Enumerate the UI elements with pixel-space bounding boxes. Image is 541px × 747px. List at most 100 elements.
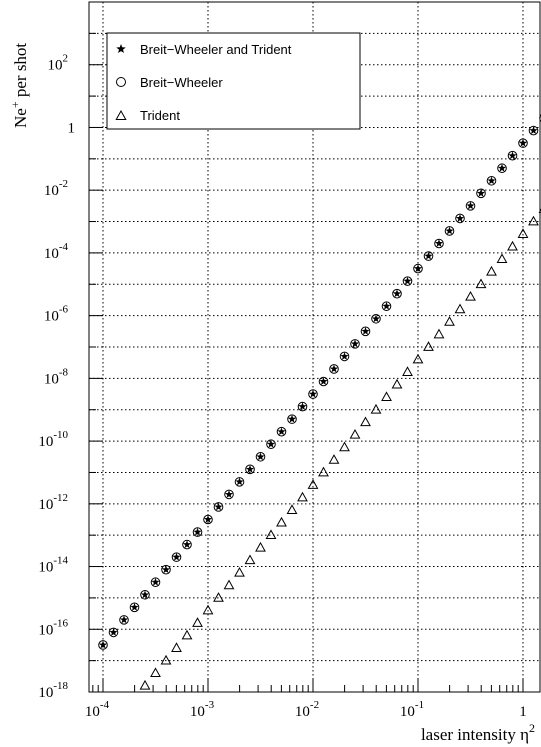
x-tick-label: 1 [519,704,527,720]
circle-marker [129,602,140,613]
legend-star-marker [116,44,126,54]
triangle-marker [370,403,382,414]
legend-star-icon [116,44,126,54]
triangle-marker [150,667,161,678]
data-markers [98,114,541,690]
triangle-marker [349,428,361,439]
star-marker [256,452,265,461]
x-tick-label: 10-3 [190,699,215,720]
star-marker [424,251,433,260]
y-tick-label: 10-6 [44,304,69,325]
circle-marker [518,138,528,148]
circle-marker [381,301,392,312]
star-marker [203,515,213,523]
star-marker [277,427,286,436]
triangle-marker [307,479,319,489]
star-marker [361,327,370,335]
triangle-marker [297,491,308,502]
star-marker [172,552,181,561]
star-marker [329,364,339,373]
triangle-marker [412,353,424,364]
triangle-marker [213,592,224,602]
star-marker [182,540,192,549]
circle-marker [224,489,234,500]
triangle-marker [276,516,287,527]
star-marker [130,603,139,611]
y-tick-label: 102 [48,53,69,74]
triangle-marker [181,629,193,640]
triangle-marker [160,654,172,665]
star-marker [119,615,129,624]
star-marker [308,389,318,398]
star-marker [109,628,118,636]
triangle-marker [328,454,340,464]
circle-marker [476,188,486,199]
y-tick-label: 10-12 [38,492,68,513]
triangle-marker [223,579,235,590]
triangle-marker [234,566,245,577]
star-marker [298,402,307,411]
legend-box [106,32,361,130]
triangle-marker [517,228,529,238]
circle-marker [171,552,182,562]
star-marker [371,314,381,323]
triangle-marker [139,679,151,690]
circle-marker [455,213,465,224]
star-marker [497,163,507,172]
triangle-marker [265,529,277,540]
circle-marker [360,326,371,337]
triangle-marker [244,554,256,565]
triangle-marker [286,504,298,514]
legend-circle-marker [116,77,126,87]
circle-marker [497,163,507,174]
triangle-marker [391,378,403,389]
legend-circle-icon [116,77,126,87]
legend-label-combined: Breit−Wheeler and Trident [140,42,292,57]
y-tick-label: 1 [68,120,76,136]
x-tick-labels: 10-4 10-3 10-2 10-1 1 [85,699,527,720]
triangle-marker [465,290,476,301]
triangle-marker [381,391,392,402]
star-marker [403,276,412,285]
circle-marker [108,627,119,638]
triangle-marker [454,303,466,314]
star-marker [151,577,160,586]
triangle-marker [339,441,350,452]
y-tick-label: 10-16 [38,617,68,638]
star-marker [340,352,349,360]
circle-marker [266,439,276,450]
triangle-marker [171,642,182,652]
triangle-marker [202,604,214,615]
y-tick-label: 10-2 [44,178,68,199]
circle-marker [150,577,161,588]
triangle-marker [528,215,539,226]
star-marker [508,151,517,160]
star-marker [193,527,202,536]
star-marker [476,189,486,197]
x-axis-title: laser intensity η2 [421,721,535,744]
triangle-marker [496,253,508,264]
star-marker [319,377,328,385]
legend-label-breit-wheeler: Breit−Wheeler [140,75,223,90]
legend-triangle-icon [115,109,127,120]
circle-marker [539,114,541,122]
x-tick-label: 10-2 [295,699,319,720]
star-marker [382,301,391,310]
star-marker [287,414,297,423]
circle-marker [287,414,297,424]
triangle-marker [318,466,329,477]
circle-marker [308,389,318,399]
star-marker [466,201,475,210]
star-marker [434,239,444,247]
triangle-marker [402,366,413,376]
star-marker [413,264,423,273]
star-marker [392,289,402,298]
y-tick-label: 10-4 [44,241,69,262]
triangle-marker [360,416,371,427]
y-tick-label: 10-8 [44,366,69,387]
star-marker [350,339,360,348]
star-marker [266,439,276,448]
y-tick-label: 10-18 [38,680,68,701]
star-marker [455,214,465,222]
